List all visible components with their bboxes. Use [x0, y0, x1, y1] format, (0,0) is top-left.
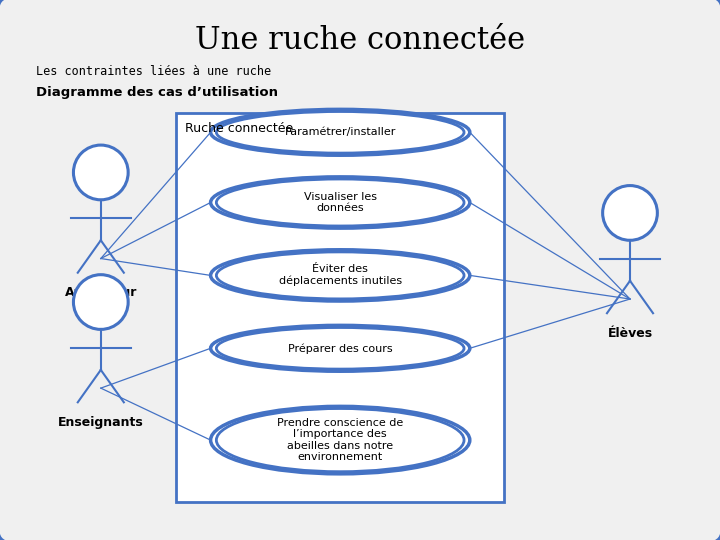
Bar: [176, 113, 504, 502]
Text: Visualiser les
données: Visualiser les données: [304, 192, 377, 213]
Text: Éviter des
déplacements inutiles: Éviter des déplacements inutiles: [279, 264, 402, 287]
Ellipse shape: [211, 109, 470, 156]
Ellipse shape: [217, 111, 464, 153]
Text: Enseignants: Enseignants: [58, 416, 144, 429]
Text: Ruche connectée: Ruche connectée: [185, 122, 293, 135]
Ellipse shape: [211, 249, 470, 301]
Text: Élèves: Élèves: [608, 327, 652, 340]
Text: Une ruche connectée: Une ruche connectée: [195, 25, 525, 56]
Text: Les contraintes liées à une ruche: Les contraintes liées à une ruche: [36, 65, 271, 78]
Text: Prendre conscience de
l’importance des
abeilles dans notre
environnement: Prendre conscience de l’importance des a…: [277, 418, 403, 462]
Ellipse shape: [73, 145, 128, 200]
Ellipse shape: [603, 186, 657, 240]
Text: Apiculteur: Apiculteur: [65, 286, 137, 299]
Ellipse shape: [211, 177, 470, 228]
Text: Paramétrer/installer: Paramétrer/installer: [284, 127, 396, 137]
Ellipse shape: [217, 327, 464, 369]
Ellipse shape: [211, 325, 470, 372]
Ellipse shape: [73, 275, 128, 329]
Ellipse shape: [211, 406, 470, 474]
Text: Préparer des cours: Préparer des cours: [288, 343, 392, 354]
Text: Diagramme des cas d’utilisation: Diagramme des cas d’utilisation: [36, 86, 278, 99]
Ellipse shape: [217, 408, 464, 472]
Ellipse shape: [217, 252, 464, 299]
Ellipse shape: [217, 179, 464, 226]
